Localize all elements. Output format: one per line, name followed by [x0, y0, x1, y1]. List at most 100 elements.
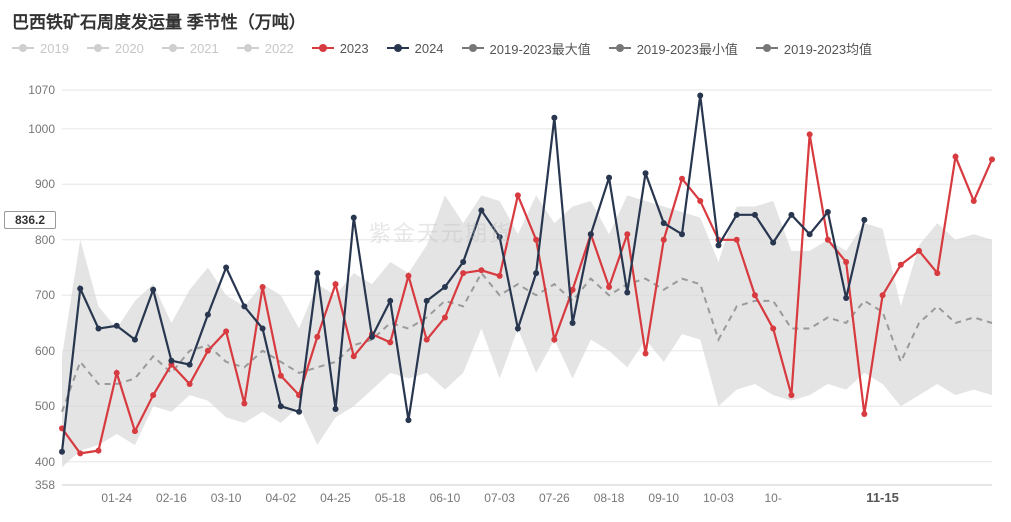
- legend-item-y2024[interactable]: 2024: [387, 41, 444, 56]
- x-tick-label: 01-24: [101, 491, 132, 505]
- series-marker-y2024: [150, 287, 156, 293]
- legend-item-y2023[interactable]: 2023: [312, 41, 369, 56]
- series-marker-y2024: [715, 242, 721, 248]
- legend-label: 2023: [340, 41, 369, 56]
- chart-svg: [62, 90, 992, 485]
- series-marker-y2024: [187, 362, 193, 368]
- series-marker-y2023: [934, 270, 940, 276]
- legend-item-y2021[interactable]: 2021: [162, 41, 219, 56]
- legend-label: 2024: [415, 41, 444, 56]
- legend-item-y2019[interactable]: 2019: [12, 41, 69, 56]
- series-marker-y2023: [77, 450, 83, 456]
- series-marker-y2024: [770, 240, 776, 246]
- series-marker-y2023: [497, 273, 503, 279]
- series-marker-y2023: [898, 262, 904, 268]
- series-marker-y2023: [661, 237, 667, 243]
- series-marker-y2024: [661, 220, 667, 226]
- series-marker-y2023: [260, 284, 266, 290]
- series-marker-y2024: [424, 298, 430, 304]
- series-marker-y2023: [770, 326, 776, 332]
- series-marker-y2024: [478, 207, 484, 213]
- legend-item-max[interactable]: 2019-2023最大值: [462, 39, 591, 58]
- y-tick-label: 500: [7, 399, 55, 413]
- series-marker-y2023: [916, 248, 922, 254]
- series-marker-y2023: [132, 428, 138, 434]
- x-tick-label: 04-25: [320, 491, 351, 505]
- legend-item-avg[interactable]: 2019-2023均值: [756, 39, 872, 58]
- series-marker-y2024: [223, 265, 229, 271]
- series-marker-y2024: [351, 215, 357, 221]
- legend-label: 2020: [115, 41, 144, 56]
- series-marker-y2023: [387, 339, 393, 345]
- y-tick-label: 358: [7, 478, 55, 492]
- series-marker-y2023: [424, 337, 430, 343]
- y-tick-label: 600: [7, 344, 55, 358]
- series-marker-y2024: [734, 212, 740, 218]
- series-marker-y2024: [241, 303, 247, 309]
- series-marker-y2023: [953, 154, 959, 160]
- series-marker-y2024: [369, 334, 375, 340]
- series-marker-y2023: [515, 192, 521, 198]
- series-marker-y2023: [825, 237, 831, 243]
- x-tick-label: 05-18: [375, 491, 406, 505]
- series-marker-y2023: [971, 198, 977, 204]
- series-marker-y2023: [205, 348, 211, 354]
- series-marker-y2024: [405, 417, 411, 423]
- series-marker-y2023: [278, 373, 284, 379]
- series-marker-y2024: [861, 217, 867, 223]
- series-marker-y2024: [624, 289, 630, 295]
- y-tick-label: 700: [7, 288, 55, 302]
- series-marker-y2024: [807, 231, 813, 237]
- plot-area: 紫金天元期货 35840050060070080090010001070836.…: [62, 90, 992, 485]
- series-marker-y2024: [296, 409, 302, 415]
- series-marker-y2024: [515, 326, 521, 332]
- series-marker-y2023: [351, 353, 357, 359]
- series-marker-y2023: [734, 237, 740, 243]
- series-marker-y2023: [697, 198, 703, 204]
- series-marker-y2024: [606, 175, 612, 181]
- series-marker-y2024: [533, 270, 539, 276]
- series-marker-y2024: [205, 312, 211, 318]
- series-marker-y2023: [533, 237, 539, 243]
- legend-item-min[interactable]: 2019-2023最小值: [609, 39, 738, 58]
- legend-label: 2019-2023最大值: [490, 39, 591, 58]
- series-marker-y2023: [95, 448, 101, 454]
- x-tick-label: 03-10: [211, 491, 242, 505]
- legend-item-y2022[interactable]: 2022: [237, 41, 294, 56]
- x-tick-label: 09-10: [648, 491, 679, 505]
- series-marker-y2023: [989, 156, 995, 162]
- y-highlight-label: 836.2: [4, 211, 56, 229]
- y-tick-label: 400: [7, 455, 55, 469]
- x-tick-label: 02-16: [156, 491, 187, 505]
- series-marker-y2024: [643, 170, 649, 176]
- series-marker-y2023: [551, 337, 557, 343]
- x-tick-label: 10-03: [703, 491, 734, 505]
- series-marker-y2023: [752, 292, 758, 298]
- series-marker-y2023: [880, 292, 886, 298]
- series-marker-y2024: [114, 323, 120, 329]
- series-marker-y2023: [843, 259, 849, 265]
- y-tick-label: 1000: [7, 122, 55, 136]
- series-marker-y2023: [807, 131, 813, 137]
- series-marker-y2023: [861, 411, 867, 417]
- series-marker-y2023: [606, 284, 612, 290]
- series-marker-y2024: [95, 326, 101, 332]
- series-marker-y2023: [333, 281, 339, 287]
- series-marker-y2024: [314, 270, 320, 276]
- series-marker-y2023: [788, 392, 794, 398]
- series-marker-y2024: [333, 406, 339, 412]
- y-tick-label: 900: [7, 177, 55, 191]
- series-marker-y2024: [168, 358, 174, 364]
- series-marker-y2023: [643, 351, 649, 357]
- series-marker-y2023: [150, 392, 156, 398]
- series-marker-y2024: [387, 298, 393, 304]
- y-tick-label: 800: [7, 233, 55, 247]
- legend-item-y2020[interactable]: 2020: [87, 41, 144, 56]
- series-marker-y2023: [405, 273, 411, 279]
- series-marker-y2024: [278, 403, 284, 409]
- x-tick-label: 04-02: [265, 491, 296, 505]
- series-marker-y2024: [588, 231, 594, 237]
- series-marker-y2024: [697, 93, 703, 99]
- series-marker-y2023: [114, 370, 120, 376]
- series-marker-y2024: [679, 231, 685, 237]
